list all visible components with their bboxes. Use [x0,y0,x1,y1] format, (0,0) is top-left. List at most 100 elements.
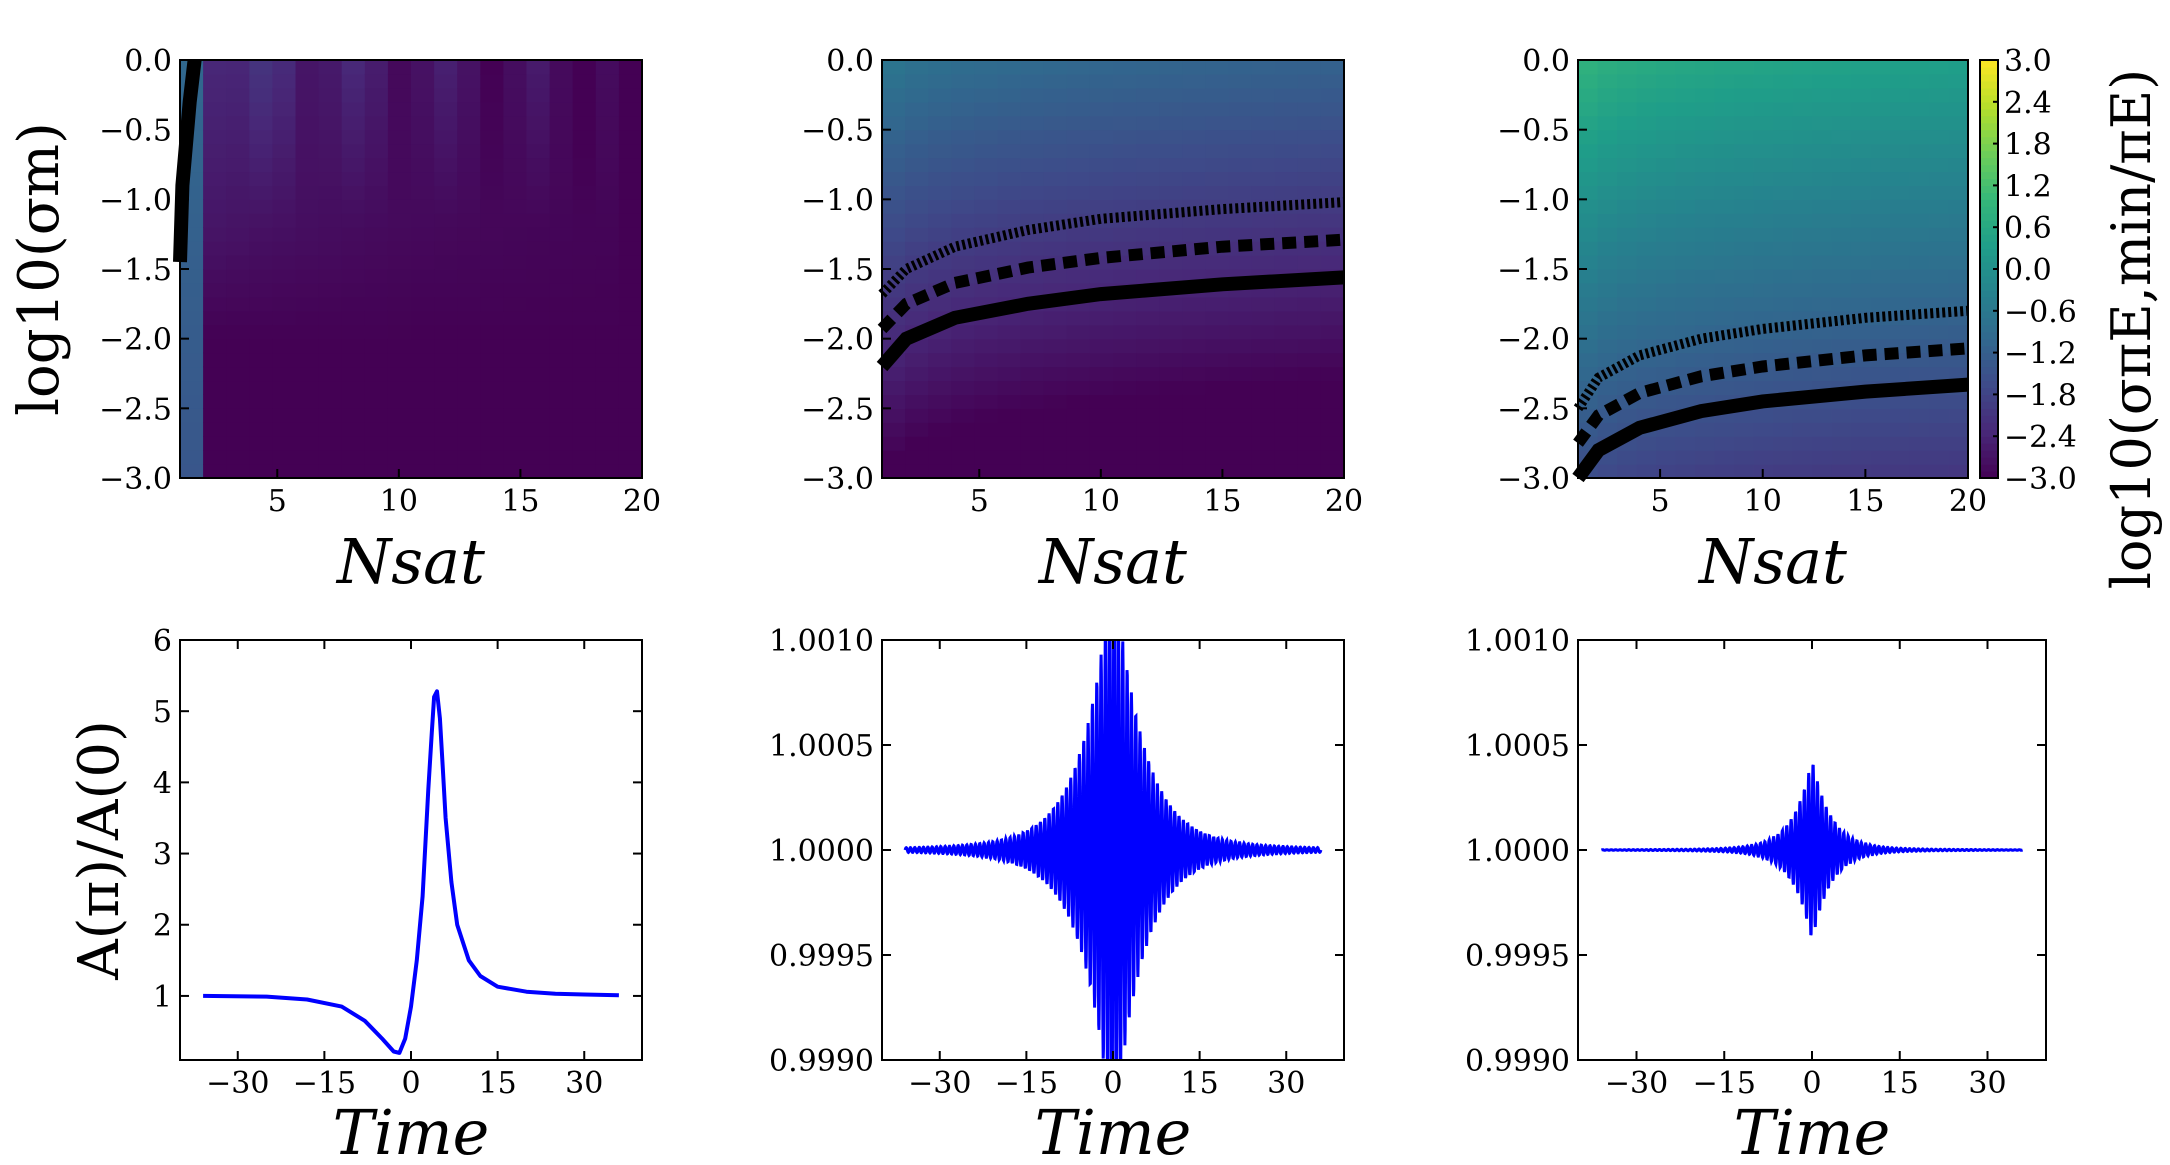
y-tick-label: −1.0 [1497,183,1570,218]
heatmap-cell [928,269,952,284]
heatmap-cell [503,352,528,368]
heatmap-cell [318,157,343,173]
heatmap-cell [1043,464,1068,479]
heatmap-cell [272,422,297,437]
heatmap-cell [997,241,1022,256]
heatmap-cell [1228,352,1253,368]
heatmap-cell [1773,241,1794,256]
heatmap-cell [1228,422,1253,437]
heatmap-cell [503,422,528,437]
heatmap-cell [249,171,273,186]
heatmap-cell [1851,143,1872,159]
heatmap-cell [618,255,643,270]
heatmap-cell [1695,199,1716,214]
heatmap-cell [1948,422,1969,437]
heatmap-cell [411,101,435,117]
heatmap-cell [572,241,597,256]
heatmap-cell [503,241,528,256]
heatmap-cell [249,60,273,75]
heatmap-cell [1812,324,1833,340]
heatmap-cell [1066,352,1091,368]
heatmap-cell [364,366,389,382]
heatmap-cell [249,394,273,409]
heatmap-cell [974,185,999,200]
heatmap-cell [318,129,343,145]
heatmap-cell [1695,269,1716,284]
heatmap-cell [1695,101,1716,117]
x-axis-label: Nsat [1697,525,1847,598]
heatmap-cell [1773,157,1794,173]
heatmap-cell [249,450,273,465]
heatmap-cell [272,129,297,145]
heatmap-cell [1043,171,1068,186]
heatmap-cell [1948,73,1969,89]
heatmap-cell [1597,199,1618,214]
heatmap-cell [1228,394,1253,409]
heatmap-cell [1909,213,1930,228]
colorbar-segment [1980,87,1998,96]
heatmap-cell [1831,296,1852,312]
heatmap-cell [318,101,343,117]
heatmap-cell [1251,296,1276,312]
heatmap-cell [387,115,412,131]
heatmap-cell [480,394,504,409]
heatmap-cell [1274,464,1299,479]
heatmap-cell [387,199,412,214]
heatmap-cell [1089,366,1114,382]
x-tick-label: 0 [1802,1066,1821,1101]
heatmap-cell [1066,338,1091,354]
heatmap-cell [595,450,620,465]
heatmap-cell [434,269,458,284]
x-axis-label: Nsat [1037,525,1187,598]
heatmap-cell [951,101,975,117]
heatmap-cell [1182,115,1206,131]
heatmap-cell [1578,157,1599,173]
heatmap-cell [526,101,551,117]
heatmap-cell [1274,394,1299,409]
heatmap-cell [1734,380,1755,395]
heatmap-cell [882,408,906,423]
heatmap-cell [1020,129,1045,145]
heatmap-cell [974,255,999,270]
heatmap-cell [1136,269,1160,284]
heatmap-cell [1948,87,1969,103]
heatmap-cell [1113,60,1137,75]
heatmap-cell [928,255,952,270]
heatmap-cell [1656,143,1677,159]
heatmap-cell [1948,157,1969,173]
heatmap-cell [1159,464,1183,479]
heatmap-cell [364,269,389,284]
heatmap-cell [1320,87,1345,103]
heatmap-cell [434,171,458,186]
heatmap-cell [480,255,504,270]
heatmap-cell [951,185,975,200]
heatmap-cell [951,296,975,312]
heatmap-cell [1948,185,1969,200]
heatmap-cell [249,282,273,298]
heatmap-cell [1890,227,1911,242]
heatmap-cell [1734,157,1755,173]
colorbar-tick-label: 1.2 [2004,169,2052,204]
heatmap-cell [1274,60,1299,75]
heatmap-cell [1228,129,1253,145]
heatmap-cell [295,394,320,409]
heatmap-cell [503,171,528,186]
heatmap-cell [1812,115,1833,131]
heatmap-cell [434,352,458,368]
heatmap-cell [1753,310,1774,326]
heatmap-cell [618,450,643,465]
heatmap-cell [974,213,999,228]
heatmap-cell [1753,282,1774,298]
heatmap-cell [387,324,412,340]
x-tick-label: 10 [380,484,418,519]
heatmap-cell [1066,157,1091,173]
heatmap-cell [951,352,975,368]
heatmap-cell [318,296,343,312]
heatmap-cell [618,157,643,173]
heatmap-cell [434,73,458,89]
heatmap-cell [1228,171,1253,186]
x-tick-label: −30 [908,1066,971,1101]
heatmap-cell [411,352,435,368]
heatmap-cell [295,213,320,228]
heatmap-cell [1890,408,1911,423]
